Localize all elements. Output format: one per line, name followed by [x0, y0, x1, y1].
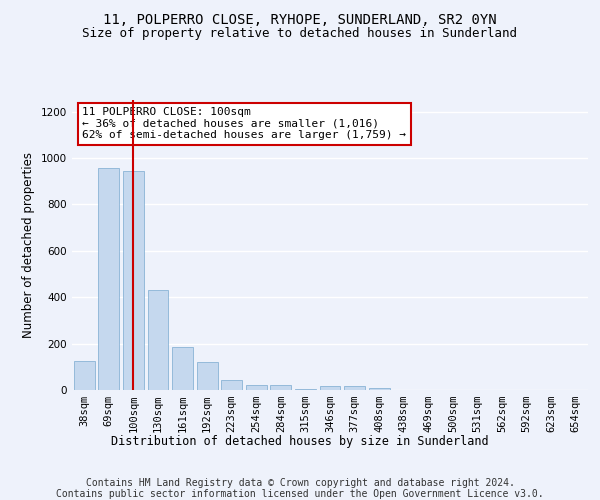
Text: 11, POLPERRO CLOSE, RYHOPE, SUNDERLAND, SR2 0YN: 11, POLPERRO CLOSE, RYHOPE, SUNDERLAND, … [103, 12, 497, 26]
Text: Contains HM Land Registry data © Crown copyright and database right 2024.
Contai: Contains HM Land Registry data © Crown c… [56, 478, 544, 499]
Bar [123, 171, 144, 390]
Bar [148, 290, 169, 390]
Bar [271, 386, 292, 390]
Bar [74, 361, 95, 390]
Bar [320, 386, 340, 390]
Bar [246, 385, 267, 390]
Bar [98, 168, 119, 390]
Y-axis label: Number of detached properties: Number of detached properties [22, 152, 35, 338]
Bar [295, 389, 316, 390]
Text: Distribution of detached houses by size in Sunderland: Distribution of detached houses by size … [111, 435, 489, 448]
Bar [197, 362, 218, 390]
Bar [368, 388, 389, 390]
Bar [344, 386, 365, 390]
Bar [172, 347, 193, 390]
Text: 11 POLPERRO CLOSE: 100sqm
← 36% of detached houses are smaller (1,016)
62% of se: 11 POLPERRO CLOSE: 100sqm ← 36% of detac… [82, 108, 406, 140]
Bar [221, 380, 242, 390]
Text: Size of property relative to detached houses in Sunderland: Size of property relative to detached ho… [83, 28, 517, 40]
